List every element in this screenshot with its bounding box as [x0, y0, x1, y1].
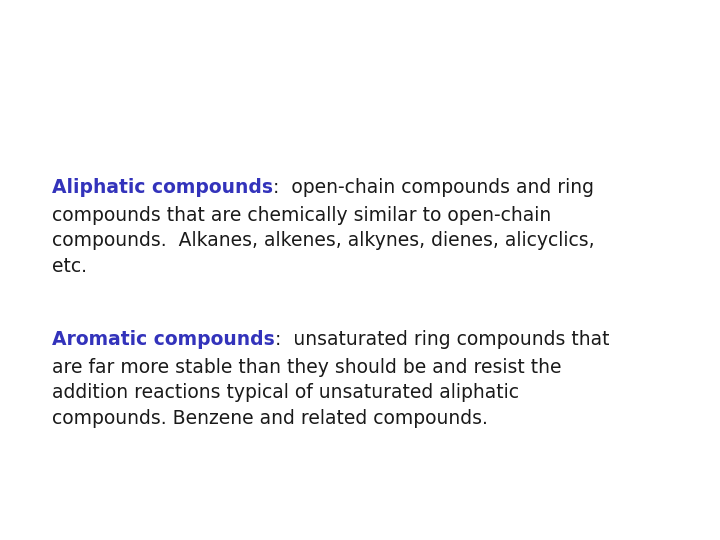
Text: :  unsaturated ring compounds that: : unsaturated ring compounds that — [275, 330, 609, 349]
Text: Aromatic compounds: Aromatic compounds — [52, 330, 275, 349]
Text: are far more stable than they should be and resist the
addition reactions typica: are far more stable than they should be … — [52, 357, 562, 428]
Text: Aliphatic compounds: Aliphatic compounds — [52, 178, 273, 197]
Text: :  open-chain compounds and ring: : open-chain compounds and ring — [273, 178, 594, 197]
Text: compounds that are chemically similar to open-chain
compounds.  Alkanes, alkenes: compounds that are chemically similar to… — [52, 206, 595, 276]
